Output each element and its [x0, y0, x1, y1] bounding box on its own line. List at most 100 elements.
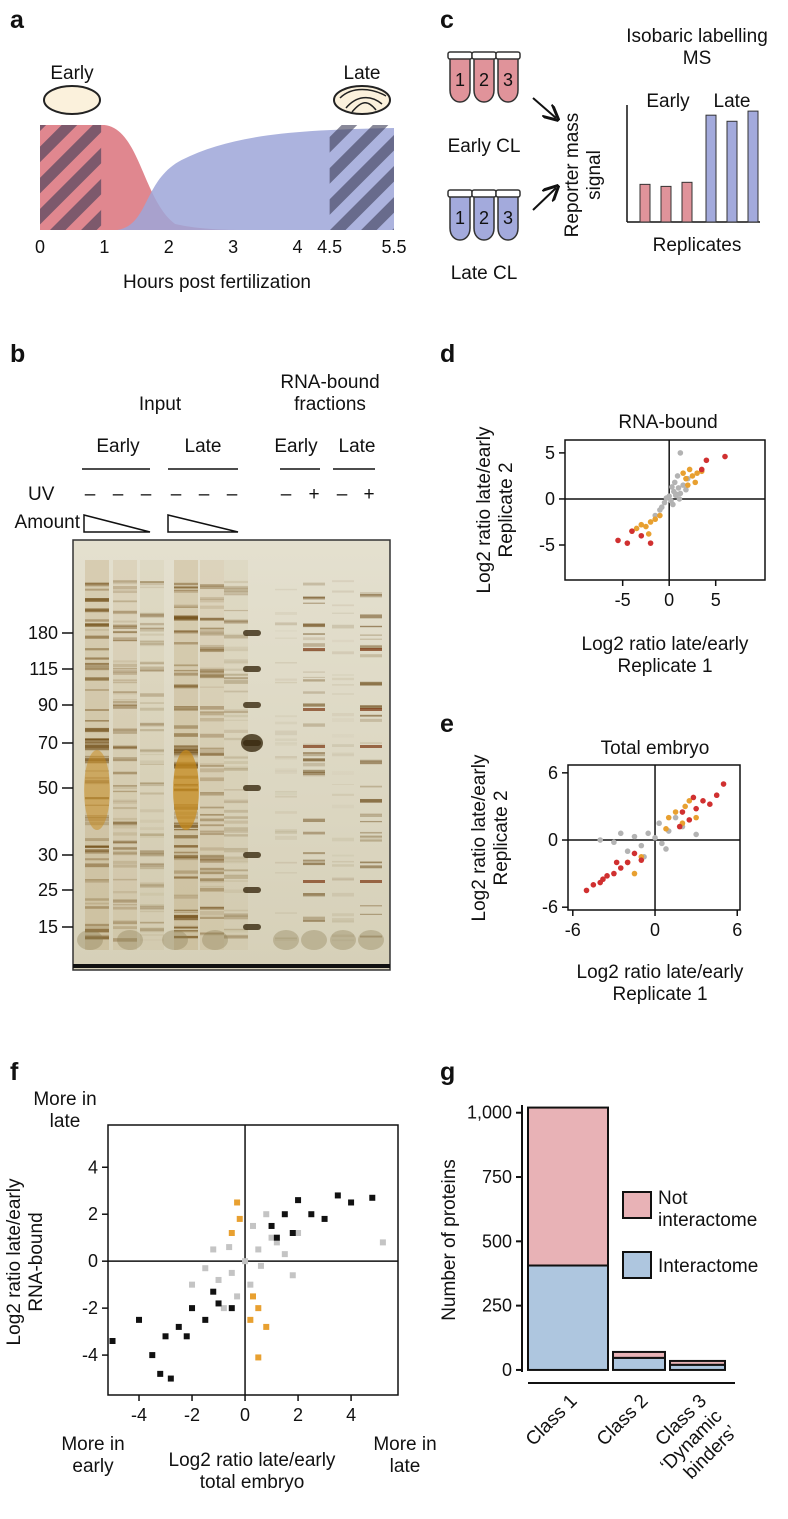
gel-band [224, 849, 248, 853]
x-tick-label: Class 1 [522, 1391, 582, 1451]
gel-band [85, 657, 109, 660]
gel-band [85, 845, 109, 849]
gel-band [200, 763, 224, 765]
gel-band [174, 672, 198, 676]
gel-band [332, 590, 354, 593]
gel-band [275, 681, 297, 684]
gel-band [303, 637, 325, 641]
gel-band [140, 882, 164, 887]
gel-band [360, 745, 382, 748]
gel-band [200, 644, 224, 649]
panel-label: b [10, 340, 25, 368]
gel-band [174, 745, 198, 750]
point [643, 523, 649, 530]
point [692, 479, 699, 486]
gel-band [224, 635, 248, 639]
gel-band [224, 659, 248, 661]
gel-band [224, 619, 248, 622]
gel-band [332, 674, 354, 676]
tube-cap [495, 51, 521, 60]
gel-band [174, 930, 198, 933]
gel-band [140, 834, 164, 838]
legend-swatch [622, 1191, 652, 1219]
gel-band [200, 585, 224, 590]
gel-band [360, 644, 382, 647]
gel-band [224, 580, 248, 584]
gel-band [85, 582, 109, 585]
gel-band [140, 669, 164, 672]
x-axis-label: Hours post fertilization [123, 272, 311, 293]
gel-band [200, 617, 224, 621]
gel-band [200, 733, 224, 738]
point [722, 453, 728, 460]
gel-band [174, 630, 198, 634]
point [228, 1230, 235, 1236]
gel-band [85, 923, 109, 926]
gel-band [200, 753, 224, 755]
gel-band [360, 645, 382, 650]
gel-band [174, 604, 198, 607]
gel-band [332, 684, 354, 686]
gel-band [224, 789, 248, 791]
y-tick-label: 250 [482, 1296, 512, 1316]
gel-band [332, 580, 354, 583]
point [234, 1199, 241, 1206]
gel-band [113, 832, 137, 836]
gel-band [224, 914, 248, 917]
gel-band [140, 866, 164, 869]
gel-band [200, 806, 224, 809]
gel-band [332, 718, 354, 722]
gel-band [140, 612, 164, 616]
gel-band [275, 588, 297, 591]
point [677, 490, 684, 497]
gel-band [303, 859, 325, 864]
gel-band [174, 851, 198, 853]
gel-band [303, 648, 325, 651]
bar [681, 181, 693, 223]
gel-band [332, 878, 354, 881]
uv-sign: – [199, 484, 210, 505]
gel-band [224, 809, 248, 813]
gel-band [174, 706, 198, 708]
amount-wedge [167, 514, 239, 533]
gel-band [200, 832, 224, 836]
gel-band [85, 850, 109, 854]
gel-band [113, 600, 137, 603]
gel-band [113, 700, 137, 704]
gel-band [224, 834, 248, 837]
point [693, 805, 699, 812]
gel-band [200, 605, 224, 608]
gel-band [113, 637, 137, 642]
panel-label: c [440, 6, 454, 34]
gel-band [224, 609, 248, 612]
gel-band [140, 853, 164, 856]
gel-band [224, 847, 248, 850]
gel-band [113, 620, 137, 623]
gel-band [360, 718, 382, 722]
gel-band [275, 872, 297, 874]
gel-band [140, 939, 164, 941]
gel-band [200, 686, 224, 689]
gel-band [140, 666, 164, 670]
gel-band [174, 894, 198, 897]
gel-band [200, 855, 224, 858]
point [268, 1234, 275, 1241]
point [215, 1300, 222, 1307]
y-axis-label: Log2 ratio late/earlyReplicate 2 [474, 426, 517, 593]
gel-band [140, 614, 164, 618]
point [675, 485, 682, 491]
gel-band [85, 623, 109, 627]
gel-band [224, 709, 248, 714]
gel-band [303, 880, 325, 883]
gel-band [200, 818, 224, 822]
gel-band [200, 932, 224, 935]
uv-sign: – [113, 484, 124, 505]
point [202, 1316, 209, 1323]
point [295, 1197, 302, 1204]
gel-band [200, 754, 224, 756]
gel-band [332, 918, 354, 922]
gel-band [113, 758, 137, 762]
chart-title: Isobaric labelling MS [626, 26, 768, 69]
gel-band [224, 934, 248, 938]
gel-band [360, 638, 382, 640]
